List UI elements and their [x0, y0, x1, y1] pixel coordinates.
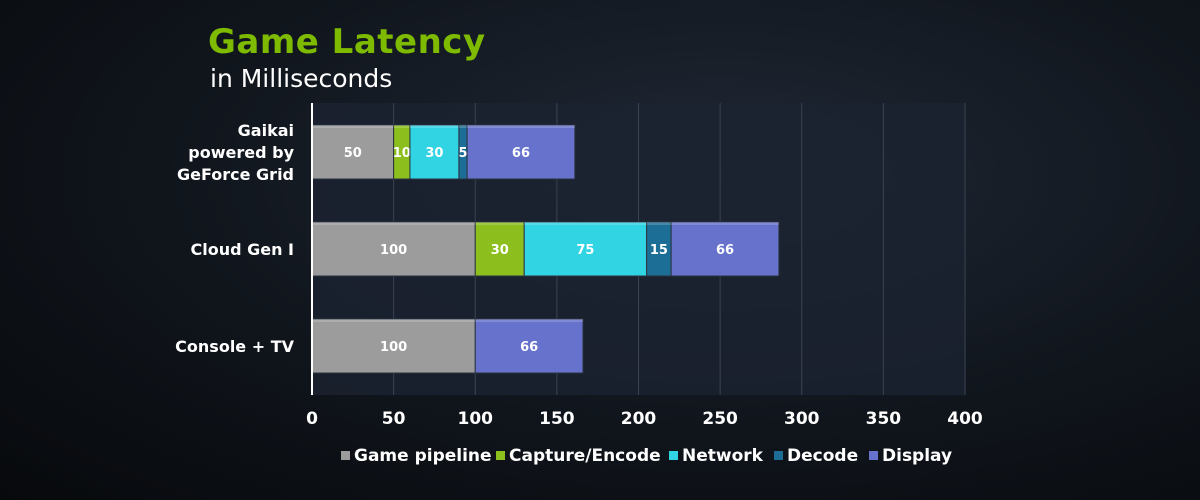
x-tick-label: 300	[784, 409, 820, 429]
bar-segment	[474, 318, 584, 374]
legend-label: Capture/Encode	[509, 446, 661, 466]
x-tick-label: 350	[866, 409, 902, 429]
legend-swatch	[774, 451, 783, 460]
bar-segment	[409, 124, 460, 180]
bar-segment	[670, 221, 780, 277]
bar-segment	[646, 221, 672, 277]
x-tick-label: 100	[458, 409, 494, 429]
bar-segment	[474, 221, 525, 277]
data-label: 5	[458, 146, 467, 161]
bar-highlight	[475, 319, 583, 322]
category-label: powered by	[188, 143, 294, 162]
data-label: 10	[393, 146, 411, 161]
x-tick-label: 150	[539, 409, 575, 429]
legend-swatch	[341, 451, 350, 460]
category-label: Gaikai	[238, 121, 294, 140]
bar-segment	[311, 318, 476, 374]
bar-segment	[466, 124, 576, 180]
data-label: 100	[380, 340, 407, 355]
data-label: 15	[650, 243, 668, 258]
x-tick-label: 50	[382, 409, 406, 429]
bar-highlight	[312, 222, 476, 225]
x-tick-label: 200	[621, 409, 657, 429]
bar-highlight	[312, 125, 394, 128]
bar-highlight	[312, 319, 476, 322]
legend-label: Display	[882, 446, 952, 466]
data-label: 66	[512, 146, 530, 161]
legend-label: Game pipeline	[354, 446, 492, 466]
legend-swatch	[669, 451, 678, 460]
category-label: Cloud Gen I	[190, 240, 294, 259]
bar-highlight	[393, 125, 410, 128]
data-label: 75	[576, 243, 594, 258]
category-label: GeForce Grid	[177, 165, 294, 184]
bar-highlight	[475, 222, 525, 225]
bar-highlight	[671, 222, 779, 225]
bar-highlight	[467, 125, 575, 128]
bar-highlight	[458, 125, 468, 128]
bar-highlight	[646, 222, 672, 225]
x-tick-label: 250	[702, 409, 738, 429]
bar-highlight	[524, 222, 647, 225]
chart-title: Game Latency	[208, 22, 486, 62]
data-label: 30	[491, 243, 509, 258]
legend-swatch	[869, 451, 878, 460]
data-label: 66	[716, 243, 734, 258]
data-label: 30	[425, 146, 443, 161]
legend-label: Network	[682, 446, 764, 466]
x-tick-label: 0	[306, 409, 318, 429]
legend-swatch	[496, 451, 505, 460]
legend-label: Decode	[787, 446, 858, 466]
x-tick-label: 400	[947, 409, 983, 429]
category-label: Console + TV	[175, 337, 294, 356]
data-label: 50	[344, 146, 362, 161]
data-label: 66	[520, 340, 538, 355]
data-label: 100	[380, 243, 407, 258]
bar-highlight	[409, 125, 459, 128]
chart-subtitle: in Milliseconds	[210, 64, 393, 93]
